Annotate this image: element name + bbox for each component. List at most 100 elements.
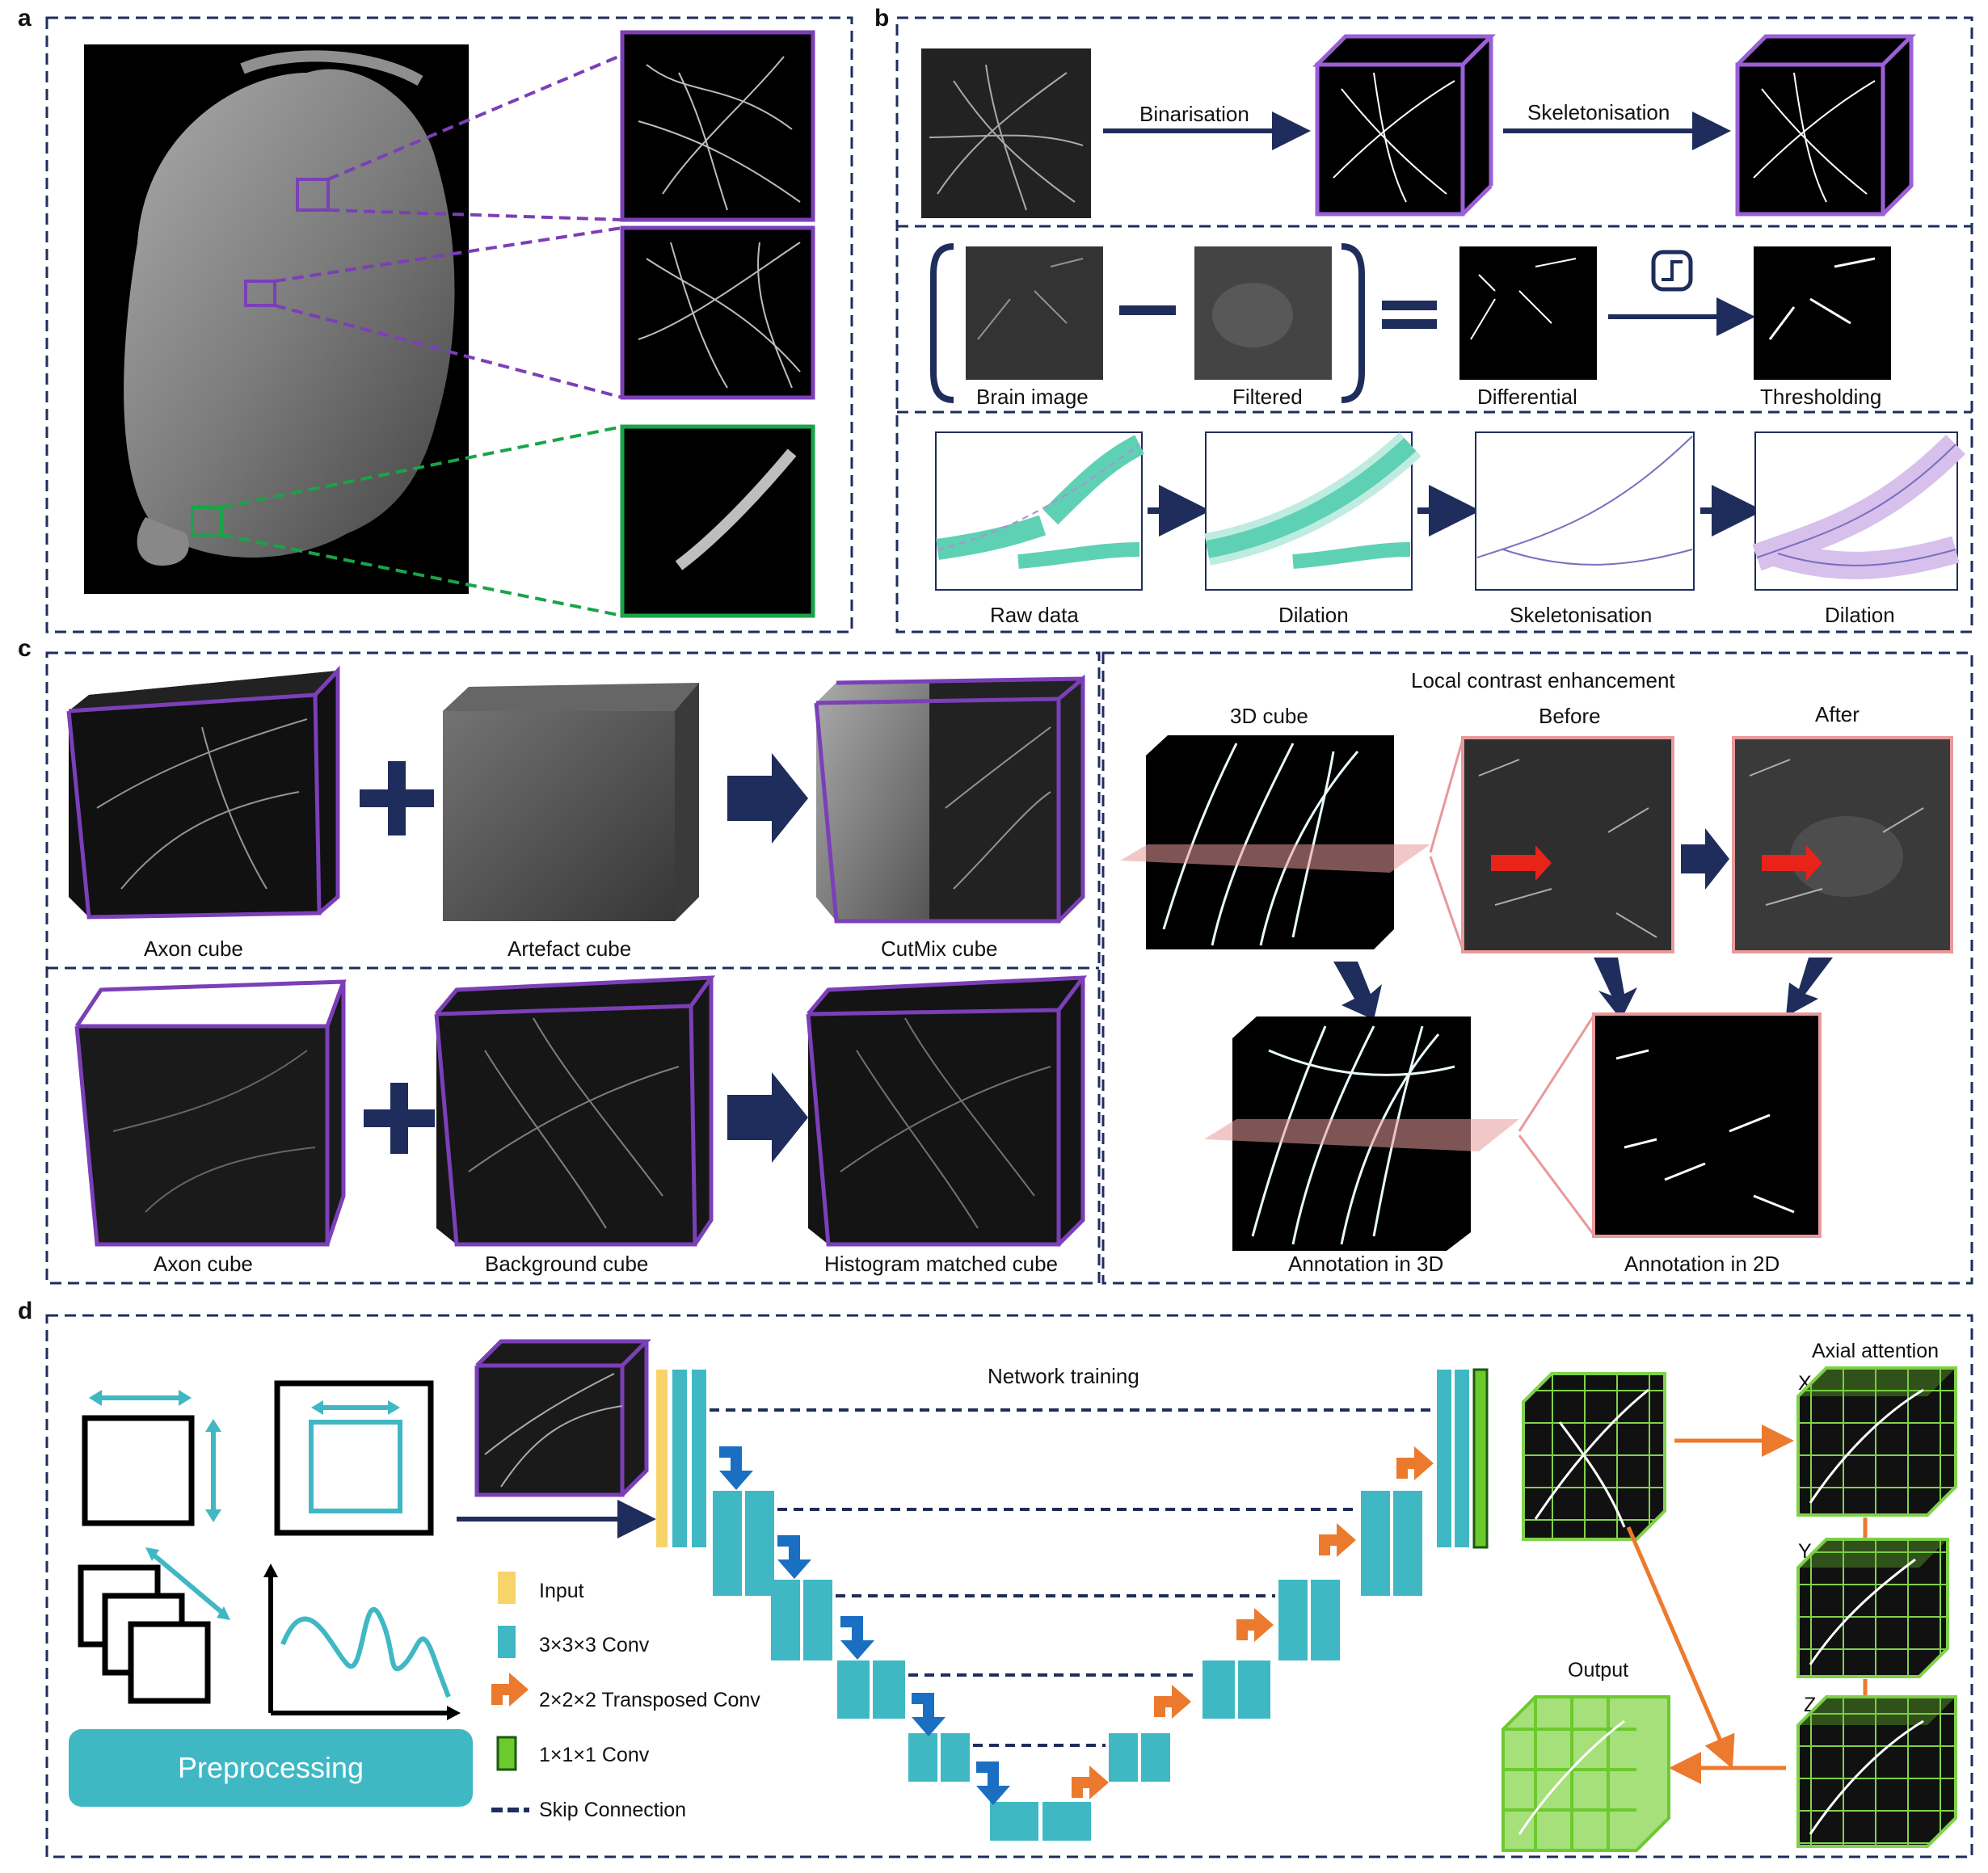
label-differential: Differential [1477,385,1577,409]
lce-before-image [1461,736,1674,953]
panel-letter-c: c [18,635,32,662]
label-dilation-1: Dilation [1278,603,1349,627]
legend-skip-label: Skip Connection [539,1799,686,1821]
b-brain-thumb [966,246,1103,380]
c-cutmix-cube [814,674,1085,924]
label-skeletonisation-2: Skeletonisation [1510,603,1652,627]
label-3d-cube: 3D cube [1230,704,1308,728]
label-thresholding: Thresholding [1760,385,1881,409]
label-dilation-2: Dilation [1825,603,1895,627]
stack-icon [78,1547,230,1704]
preprocessing-label: Preprocessing [178,1751,364,1784]
big-arrow-1 [727,753,808,844]
panel-c-right: Local contrast enhancement 3D cube Befor… [1120,668,1953,1276]
resize-icon [82,1390,221,1526]
right-bracket [1341,243,1365,403]
label-brain-image: Brain image [976,385,1089,409]
label-before: Before [1539,704,1601,728]
preprocessing-button [69,1729,473,1807]
panel-a-border [45,16,853,633]
legend-tconv-icon [491,1673,529,1707]
network-training-label: Network training [988,1364,1139,1388]
b-dilation-diagram [1204,431,1422,591]
lce-after-image [1732,736,1953,953]
red-arrow-before [1491,845,1552,881]
label-annotation-3d: Annotation in 3D [1288,1252,1443,1276]
left-bracket [930,243,954,403]
plus-sign-1 [360,761,434,835]
label-axon-cube-2: Axon cube [154,1252,253,1276]
grid-cube-y [1796,1538,1949,1678]
b-raw-cube [921,48,1091,218]
grid-cube-x [1796,1366,1957,1517]
input-cube [474,1339,652,1497]
c-histogram-cube [806,975,1088,1247]
panel-letter-d: d [18,1298,32,1324]
panel-b-border [895,16,1973,633]
legend-conv3-swatch [498,1626,516,1658]
c-axon-cube-2 [74,979,347,1247]
histogram-icon [263,1564,461,1720]
output-label: Output [1568,1659,1628,1681]
panel-d-border [45,1314,1973,1858]
label-annotation-2d: Annotation in 2D [1624,1252,1780,1276]
grid-cube-z [1796,1695,1957,1848]
axial-attention-label: Axial attention [1812,1340,1939,1362]
roi-box-2 [244,280,276,307]
label-skeletonisation: Skeletonisation [1527,100,1670,124]
unet [656,1368,1489,1841]
roi-box-1 [296,178,330,212]
label-axon-cube-1: Axon cube [144,936,243,961]
threshold-icon [1651,250,1693,292]
label-binarisation: Binarisation [1139,102,1249,126]
big-arrow-2 [727,1072,808,1163]
c-axon-cube-1 [66,665,340,920]
b-skeleton-diagram [1475,431,1695,591]
panel-c-left: Axon cube Artefact cube CutMix cube A [66,665,1088,1276]
crop-icon [274,1380,434,1536]
b-dilation2-diagram [1752,431,1966,591]
c-artefact-cube [443,683,699,921]
panel-letter-b: b [874,5,889,32]
c-background-cube [434,975,716,1247]
roi-box-3 [191,506,223,537]
lce-down-arrows [1333,958,1833,1020]
panel-borders [45,16,1973,1858]
output-cube [1502,1695,1670,1852]
equals-sign [1382,301,1437,329]
lce-3d-cube [1120,735,1430,949]
panel-c-right-border [1101,651,1973,1285]
b-thresholding-thumb [1754,246,1891,380]
lce-annotation-2d [1592,1012,1822,1238]
legend-conv3-label: 3×3×3 Conv [539,1634,650,1656]
b-binary-cube [1312,34,1497,217]
grid-cube-1 [1522,1372,1666,1541]
unet-input-bar [656,1370,668,1547]
plus-sign-2 [364,1083,435,1154]
lce-title: Local contrast enhancement [1411,668,1675,692]
panel-letter-a: a [18,5,32,32]
unet-output-bar [1472,1368,1489,1549]
brain-image [124,69,455,558]
label-raw-data: Raw data [990,603,1079,627]
lce-slice-plane [1120,844,1430,873]
b-raw-data-diagram [935,431,1144,591]
panel-b: Binarisation Skeletonisation [921,34,1966,627]
label-artefact-cube: Artefact cube [508,936,631,961]
b-differential-thumb [1459,246,1597,380]
panel-a [84,30,815,618]
label-filtered: Filtered [1232,385,1303,409]
label-background-cube: Background cube [485,1252,648,1276]
legend-conv1-label: 1×1×1 Conv [539,1744,650,1766]
legend-conv1-swatch [496,1736,517,1771]
b-skeleton-cube [1735,34,1917,217]
arrow-before-after [1681,828,1729,890]
legend-tconv-label: 2×2×2 Transposed Conv [539,1689,760,1711]
red-arrow-after [1762,845,1822,881]
panel-d: Preprocessing Network training [69,1339,1957,1852]
lce-annotation-3d [1204,1016,1519,1251]
legend: Input 3×3×3 Conv 2×2×2 Transposed Conv 1… [491,1572,760,1821]
label-histogram-cube: Histogram matched cube [824,1252,1058,1276]
minus-sign [1119,305,1176,315]
